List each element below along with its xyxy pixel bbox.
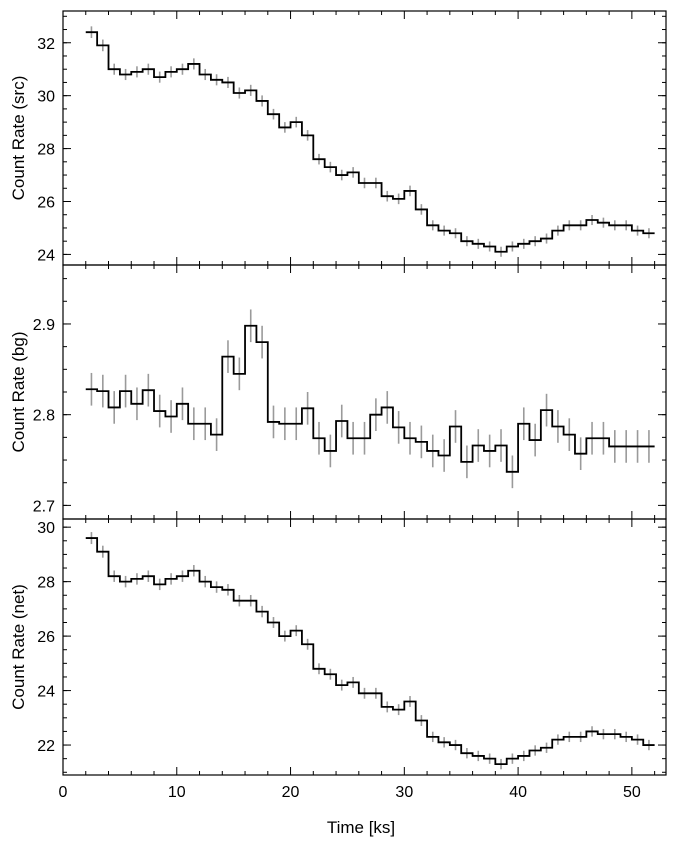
y-tick-label: 2.9 [33,317,55,334]
y-tick-label: 2.7 [33,498,55,515]
x-tick-label: 20 [282,784,300,801]
y-tick-label: 26 [37,629,55,646]
y-tick-label: 22 [37,738,55,755]
panel-2: 22 24 26 28 30 Count Rate (net) 0 10 20 30 40 50 [9,518,667,801]
y-tick-label: 28 [37,575,55,592]
panel-1: 2.7 2.8 2.9 Count Rate (bg) [9,264,667,520]
x-tick-label: 40 [509,784,527,801]
x-tick-label: 0 [59,784,68,801]
light-curve-series [85,537,655,766]
x-tick-label: 30 [395,784,413,801]
y-tick-label: 26 [37,195,55,212]
x-tick-label: 10 [168,784,186,801]
x-tick-label: 50 [623,784,641,801]
y-tick-label: 32 [37,36,55,53]
y-tick-label: 24 [37,247,55,264]
panel-frame [62,518,667,776]
panel-frame [62,10,667,266]
y-axis-label: Count Rate (src) [9,76,28,201]
light-curve-series [85,324,655,473]
y-axis-label: Count Rate (net) [9,584,28,710]
y-tick-label: 30 [37,89,55,106]
light-curve-series [85,31,655,253]
y-tick-label: 2.8 [33,408,55,425]
y-axis-label: Count Rate (bg) [9,332,28,453]
y-tick-label: 30 [37,520,55,537]
y-tick-label: 28 [37,142,55,159]
x-axis-label: Time [ks] [327,818,395,837]
panel-0: 24 26 28 30 32 Count Rate (src) [9,10,667,266]
y-tick-label: 24 [37,684,55,701]
